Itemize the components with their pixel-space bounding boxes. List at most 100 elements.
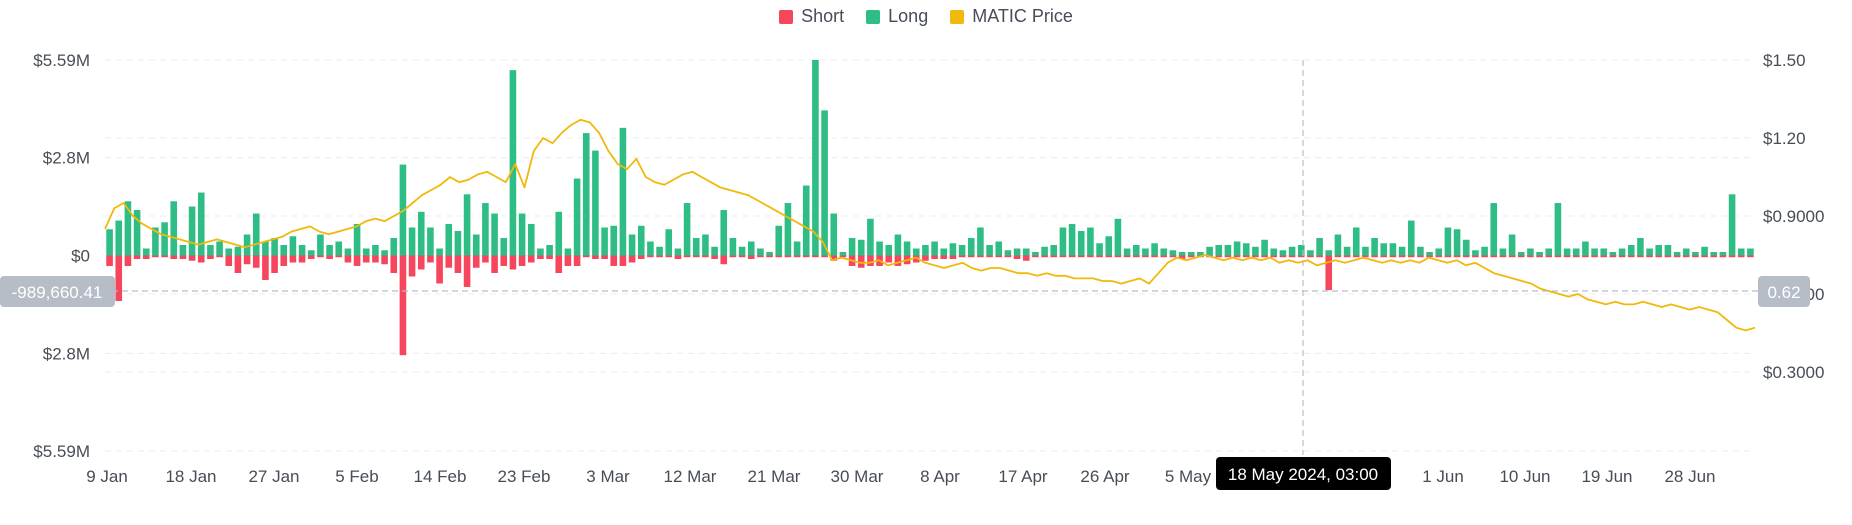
- long-bar: [170, 201, 178, 256]
- short-bar: [949, 255, 957, 259]
- short-bar: [124, 255, 132, 266]
- long-bar: [1380, 243, 1388, 256]
- short-bar: [1362, 255, 1369, 258]
- legend-item-short[interactable]: Short: [779, 6, 844, 27]
- left-axis-tick: $5.59M: [33, 51, 90, 70]
- x-axis-tick: 8 Apr: [920, 467, 960, 486]
- left-axis-tick: $0: [71, 247, 90, 266]
- long-bar: [179, 245, 187, 256]
- long-bar: [1453, 229, 1461, 256]
- long-bar: [482, 203, 489, 256]
- long-bar: [592, 150, 599, 256]
- short-bar: [436, 255, 443, 284]
- long-bar: [1178, 252, 1186, 256]
- short-bar: [133, 255, 141, 259]
- short-bar: [647, 255, 654, 258]
- legend-label-short: Short: [801, 6, 845, 26]
- short-bar: [381, 255, 388, 265]
- short-bar: [1600, 255, 1608, 258]
- long-bar: [1472, 250, 1479, 256]
- long-bar: [243, 234, 251, 256]
- long-bar: [491, 213, 498, 256]
- long-bar: [106, 229, 113, 256]
- long-bar: [1279, 250, 1287, 256]
- long-bar: [1087, 227, 1094, 256]
- x-axis-tick: 5 May: [1165, 467, 1212, 486]
- long-bar: [931, 241, 938, 256]
- long-bar: [115, 220, 123, 256]
- long-bar: [207, 245, 214, 256]
- long-bar: [1435, 248, 1443, 256]
- long-bar: [1325, 250, 1333, 256]
- short-bar: [1637, 255, 1644, 258]
- long-bar: [1527, 248, 1534, 256]
- long-bar: [362, 248, 370, 256]
- long-bar: [537, 248, 544, 256]
- short-bar: [427, 255, 434, 263]
- long-bar: [518, 213, 526, 256]
- long-bar: [216, 241, 223, 256]
- short-bar: [628, 255, 636, 263]
- crosshair-left-value: -989,660.41: [12, 283, 103, 302]
- long-bar: [995, 241, 1003, 256]
- long-bar: [225, 248, 233, 256]
- long-bar: [436, 248, 443, 256]
- short-bar: [1389, 255, 1397, 258]
- short-bar: [1728, 255, 1736, 258]
- short-bar: [894, 255, 902, 266]
- short-bar: [106, 255, 113, 266]
- long-bar: [1004, 250, 1012, 256]
- short-bar: [729, 255, 737, 258]
- short-bar: [1747, 255, 1754, 258]
- long-bar: [582, 133, 590, 256]
- short-bar: [252, 255, 260, 268]
- short-bar: [289, 255, 297, 263]
- long-bar: [738, 246, 746, 256]
- short-bar: [1142, 255, 1149, 258]
- short-bar: [1004, 255, 1012, 258]
- short-bar: [1334, 255, 1342, 258]
- long-bar: [1701, 246, 1708, 256]
- short-bar: [592, 255, 599, 259]
- short-bar: [1453, 255, 1461, 258]
- short-bar: [1041, 255, 1048, 258]
- short-bar: [1050, 255, 1058, 258]
- long-bar: [372, 245, 379, 256]
- short-bar: [1151, 255, 1158, 258]
- short-bar: [1692, 255, 1699, 258]
- short-bar: [601, 255, 608, 259]
- short-bar: [454, 255, 462, 273]
- short-bar: [1426, 255, 1433, 258]
- long-bar: [802, 185, 810, 256]
- long-bar: [1572, 248, 1580, 256]
- short-bar: [1022, 255, 1030, 261]
- long-bar: [1481, 246, 1488, 256]
- x-axis-tick: 3 Mar: [586, 467, 630, 486]
- short-bar: [491, 255, 498, 273]
- x-axis-tick: 1 Jun: [1422, 467, 1464, 486]
- long-bar: [1068, 224, 1076, 256]
- long-bar: [830, 213, 838, 256]
- long-bar: [353, 224, 361, 256]
- x-axis-tick: 23 Feb: [498, 467, 551, 486]
- short-bar: [839, 255, 847, 258]
- short-bar: [509, 255, 517, 270]
- short-bar: [1490, 255, 1498, 258]
- long-bar: [1224, 245, 1232, 256]
- short-bar: [1252, 255, 1259, 258]
- long-bar: [1307, 250, 1314, 256]
- long-bar: [527, 224, 535, 256]
- long-bar: [335, 241, 343, 256]
- long-bar: [555, 211, 563, 256]
- long-bar: [234, 246, 242, 256]
- short-bar: [1609, 255, 1617, 258]
- legend-item-price[interactable]: MATIC Price: [950, 6, 1073, 27]
- short-bar: [390, 255, 398, 273]
- crosshair-right-box: [1758, 276, 1810, 307]
- x-axis-tick: 12 Mar: [664, 467, 717, 486]
- long-bar: [839, 252, 847, 256]
- legend-item-long[interactable]: Long: [866, 6, 928, 27]
- short-bar: [747, 255, 755, 259]
- long-bar: [1114, 218, 1122, 256]
